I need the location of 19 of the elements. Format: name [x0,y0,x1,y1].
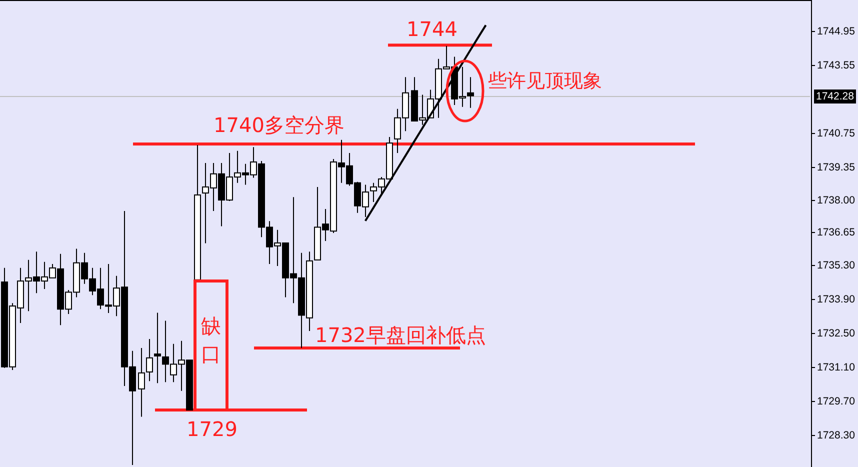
y-tick-label: 1729.70 [817,396,856,408]
y-tick-label: 1735.30 [817,260,856,272]
y-tick-label: 1732.50 [817,328,856,340]
y-tick-label: 1736.65 [817,226,856,238]
ref-line-label: 1732早盘回补低点 [315,322,486,347]
y-tick-label: 1728.30 [817,430,856,442]
y-tick-label: 1740.75 [817,128,856,140]
annotation: 缺口 [201,314,221,366]
annotation: 些许见顶现象 [488,70,602,92]
ref-line-label: 1744 [406,17,458,42]
y-tick-label: 1739.35 [817,162,856,174]
ref-line-label: 1740多空分界 [214,113,344,138]
y-tick-label: 1744.95 [817,26,856,38]
y-tick-label: 1738.00 [817,194,856,206]
y-tick-label: 1743.55 [817,60,856,72]
y-tick-label: 1733.90 [817,294,856,306]
y-tick-label: 1731.10 [817,362,856,374]
ref-line-label: 1729 [186,417,238,442]
ref-line-label: 1742.28 [816,90,854,102]
